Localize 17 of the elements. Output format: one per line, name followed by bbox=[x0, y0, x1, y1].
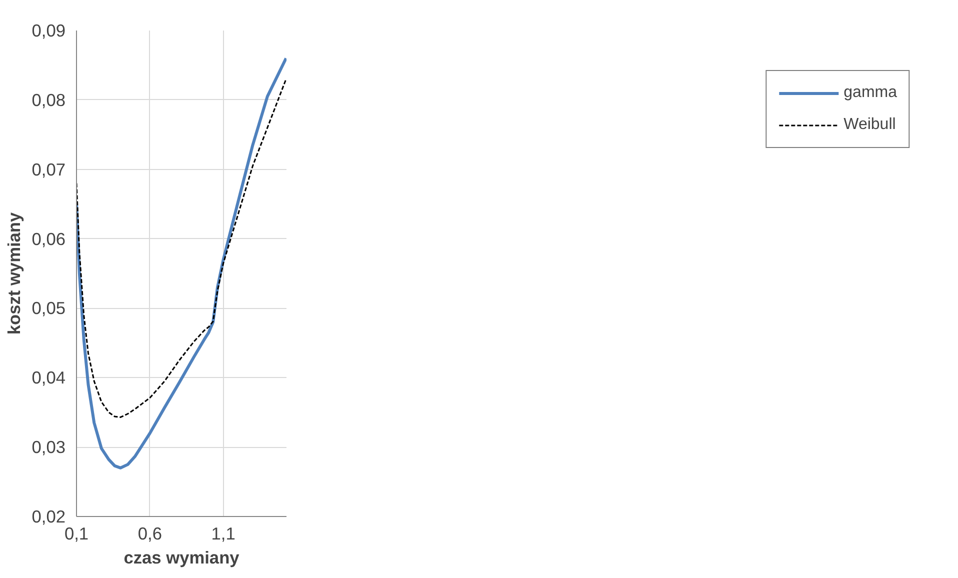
y-axis-title: koszt wymiany bbox=[4, 212, 24, 335]
y-tick-label: 0,06 bbox=[32, 228, 66, 249]
x-tick-label: 0,6 bbox=[138, 524, 162, 544]
y-tick-label: 0,02 bbox=[32, 506, 66, 526]
legend-label: Weibull bbox=[844, 116, 896, 134]
y-tick-label: 0,09 bbox=[32, 20, 66, 40]
y-tick-label: 0,08 bbox=[32, 90, 66, 110]
x-axis-title: czas wymiany bbox=[124, 548, 240, 568]
line-series bbox=[76, 78, 286, 418]
x-tick-label: 0,1 bbox=[64, 524, 89, 544]
y-tick-label: 0,03 bbox=[32, 437, 66, 458]
y-tick-label: 0,07 bbox=[32, 159, 66, 180]
legend-label: gamma bbox=[844, 84, 897, 102]
line-series bbox=[76, 56, 286, 470]
y-tick-label: 0,05 bbox=[32, 298, 66, 318]
x-tick-label: 1,1 bbox=[211, 524, 236, 544]
y-tick-label: 0,04 bbox=[32, 368, 66, 388]
